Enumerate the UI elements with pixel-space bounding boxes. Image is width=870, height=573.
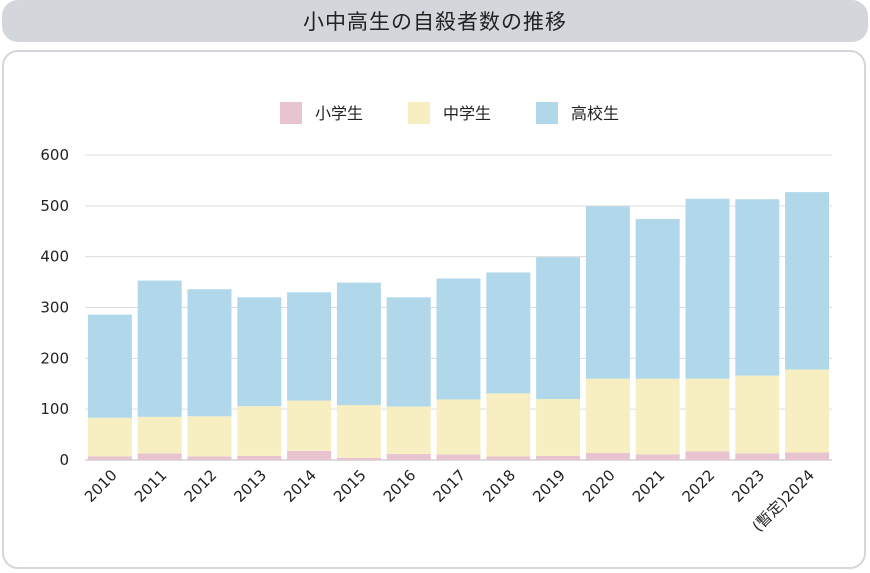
legend-label: 小学生 (315, 104, 363, 123)
bar-segment-中学生 (137, 416, 182, 454)
x-tick-label: 2016 (380, 466, 420, 506)
bar-segment-小学生 (137, 453, 182, 460)
x-tick-label: 2021 (629, 466, 669, 506)
bar-segment-小学生 (386, 453, 431, 460)
bar-segment-中学生 (536, 399, 581, 456)
y-tick-label: 100 (40, 400, 69, 418)
x-tick-label: 2019 (529, 466, 569, 506)
bar-segment-高校生 (536, 257, 581, 399)
bar-segment-小学生 (336, 457, 381, 460)
bar-segment-高校生 (735, 199, 780, 376)
bar-segment-小学生 (436, 454, 481, 460)
legend-swatch (408, 102, 430, 124)
bar-segment-高校生 (785, 192, 830, 370)
x-tick-label: 2023 (728, 466, 768, 506)
bar-segment-高校生 (287, 292, 332, 401)
bar-segment-高校生 (635, 219, 680, 379)
bar-segment-中学生 (436, 399, 481, 455)
bar-segment-高校生 (187, 289, 232, 417)
bar-segment-小学生 (187, 456, 232, 460)
y-tick-label: 300 (40, 299, 69, 317)
bar-segment-小学生 (486, 456, 531, 460)
bar-segment-小学生 (87, 456, 132, 460)
x-tick-label: 2012 (181, 466, 221, 506)
bar-segment-高校生 (386, 297, 431, 407)
x-tick-label: 2014 (280, 466, 320, 506)
bar-segment-小学生 (585, 452, 630, 460)
bar-segment-中学生 (287, 400, 332, 451)
bar-segment-小学生 (237, 455, 282, 460)
bar-segment-小学生 (735, 453, 780, 460)
x-tick-label: 2011 (131, 466, 171, 506)
bar-segment-小学生 (635, 454, 680, 460)
bar-segment-中学生 (336, 405, 381, 458)
x-tick-label: 2013 (230, 466, 270, 506)
y-tick-label: 0 (59, 451, 69, 469)
bar-segment-高校生 (685, 198, 730, 379)
bar-segment-小学生 (785, 452, 830, 460)
legend-swatch (536, 102, 558, 124)
x-tick-label: 2020 (579, 466, 619, 506)
bar-segment-小学生 (287, 450, 332, 460)
x-tick-label: 2018 (479, 466, 519, 506)
bar-segment-高校生 (87, 314, 132, 418)
legend-swatch (280, 102, 302, 124)
bar-segment-高校生 (237, 297, 282, 407)
bar-segment-小学生 (685, 451, 730, 460)
bar-segment-中学生 (187, 416, 232, 457)
bar-segment-高校生 (436, 278, 481, 400)
legend-label: 中学生 (443, 104, 491, 123)
bar-segment-中学生 (585, 378, 630, 453)
bar-segment-中学生 (785, 369, 830, 453)
x-tick-label: 2017 (430, 466, 470, 506)
bar-segment-中学生 (635, 378, 680, 455)
bar-segment-高校生 (585, 206, 630, 379)
x-tick-label: 2010 (81, 466, 121, 506)
bar-segment-小学生 (536, 455, 581, 460)
y-tick-label: 600 (40, 146, 69, 164)
bar-segment-中学生 (87, 417, 132, 457)
bar-segment-高校生 (336, 282, 381, 406)
x-tick-label: 2022 (679, 466, 719, 506)
chart-title: 小中高生の自殺者数の推移 (303, 10, 567, 34)
bar-segment-高校生 (137, 280, 182, 417)
bar-segment-中学生 (386, 406, 431, 454)
bar-segment-中学生 (486, 393, 531, 457)
bar-segment-中学生 (735, 375, 780, 454)
y-tick-label: 200 (40, 349, 69, 367)
x-tick-label: 2015 (330, 466, 370, 506)
bar-segment-高校生 (486, 272, 531, 394)
bar-segment-中学生 (237, 406, 282, 456)
title-bar: 小中高生の自殺者数の推移 (2, 0, 868, 42)
bar-segment-中学生 (685, 378, 730, 452)
legend-label: 高校生 (571, 104, 619, 123)
y-tick-label: 400 (40, 248, 69, 266)
y-tick-label: 500 (40, 197, 69, 215)
